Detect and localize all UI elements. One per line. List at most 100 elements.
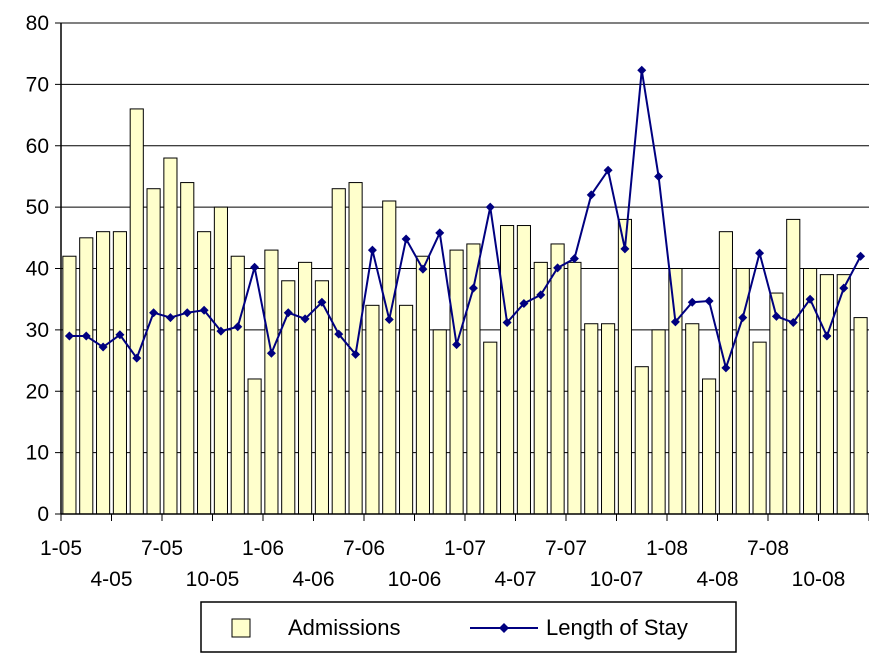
- admissions-bar: [668, 268, 683, 515]
- length-of-stay-point: [266, 348, 276, 358]
- plot-area: [61, 22, 869, 515]
- length-of-stay-point: [300, 314, 310, 324]
- length-of-stay-point: [755, 248, 765, 258]
- admissions-bar: [79, 237, 94, 515]
- admissions-bar: [516, 225, 531, 515]
- admissions-bar: [617, 218, 632, 515]
- length-of-stay-point: [738, 313, 748, 323]
- admissions-bar: [786, 218, 801, 515]
- admissions-bar: [365, 304, 380, 515]
- admissions-bar: [483, 341, 498, 515]
- x-tick-label: 10-06: [388, 568, 442, 591]
- x-tick-label: 7-07: [545, 537, 587, 560]
- x-tick-label: 1-05: [40, 537, 82, 560]
- y-tick-label: 80: [26, 12, 49, 35]
- x-tick-label: 1-08: [646, 537, 688, 560]
- length-of-stay-point: [452, 340, 462, 350]
- admissions-bar: [634, 366, 649, 515]
- x-tick-label: 7-05: [141, 537, 183, 560]
- length-of-stay-point: [586, 190, 596, 200]
- admissions-bar: [298, 261, 313, 515]
- y-axis: 0 10 20 30 40 50 60 70 80: [26, 12, 62, 526]
- length-of-stay-point: [233, 322, 243, 332]
- admissions-bar: [247, 378, 262, 515]
- admissions-bar: [230, 255, 245, 515]
- length-of-stay-point: [401, 234, 411, 244]
- length-of-stay-point: [149, 308, 159, 318]
- length-of-stay-point: [182, 308, 192, 318]
- x-tick-label: 4-06: [292, 568, 334, 591]
- x-tick-label: 4-05: [90, 568, 132, 591]
- x-tick-label: 1-07: [444, 537, 486, 560]
- x-tick-label: 7-08: [747, 537, 789, 560]
- length-of-stay-point: [536, 290, 546, 300]
- length-of-stay-point: [351, 349, 361, 359]
- length-of-stay-point: [687, 297, 697, 307]
- y-tick-label: 10: [26, 442, 49, 465]
- legend-admissions-label: Admissions: [288, 615, 400, 640]
- admissions-bar: [769, 292, 784, 515]
- admissions-bar: [399, 304, 414, 515]
- admissions-bar: [415, 255, 430, 515]
- admissions-bar: [567, 261, 582, 515]
- length-of-stay-point: [435, 228, 445, 238]
- admissions-bar: [853, 317, 868, 515]
- length-of-stay-point: [502, 318, 512, 328]
- length-of-stay-point: [771, 311, 781, 321]
- length-of-stay-point: [569, 254, 579, 264]
- y-tick-label: 20: [26, 380, 49, 403]
- length-of-stay-point: [199, 305, 209, 315]
- length-of-stay-point: [637, 65, 647, 75]
- admissions-bar: [197, 231, 212, 515]
- admissions-bar: [62, 255, 77, 515]
- admissions-bar: [601, 323, 616, 515]
- admissions-bar: [129, 108, 144, 515]
- length-of-stay-point: [721, 363, 731, 373]
- y-tick-label: 40: [26, 258, 49, 281]
- length-of-stay-point: [468, 283, 478, 293]
- admissions-bar: [685, 323, 700, 515]
- length-of-stay-point: [317, 297, 327, 307]
- legend-admissions-swatch: [231, 618, 251, 638]
- admissions-bar: [836, 274, 851, 515]
- length-of-stay-point: [283, 308, 293, 318]
- x-tick-label: 4-07: [494, 568, 536, 591]
- admissions-bar: [702, 378, 717, 515]
- x-tick-label: 10-05: [186, 568, 240, 591]
- legend-box: [200, 601, 737, 653]
- admissions-bar: [314, 280, 329, 515]
- admissions-bar: [382, 200, 397, 515]
- legend-los-label: Length of Stay: [546, 615, 688, 640]
- admissions-bar: [819, 274, 834, 515]
- length-of-stay-point: [250, 262, 260, 272]
- length-of-stay-point: [64, 331, 74, 341]
- admissions-bar: [550, 243, 565, 515]
- length-of-stay-point: [805, 294, 815, 304]
- y-tick-label: 70: [26, 73, 49, 96]
- x-tick-label: 10-07: [590, 568, 644, 591]
- length-of-stay-point: [98, 342, 108, 352]
- admissions-bar: [449, 249, 464, 515]
- admissions-bar: [264, 249, 279, 515]
- length-of-stay-point: [216, 326, 226, 336]
- admissions-bar: [112, 231, 127, 515]
- y-tick-label: 0: [37, 503, 49, 526]
- length-of-stay-point: [334, 329, 344, 339]
- length-of-stay-point: [654, 171, 664, 181]
- length-of-stay-point: [704, 296, 714, 306]
- length-of-stay-point: [165, 313, 175, 323]
- legend: Admissions Length of Stay: [200, 601, 737, 653]
- x-tick-label: 7-06: [343, 537, 385, 560]
- length-of-stay-point: [603, 165, 613, 175]
- length-of-stay-point: [788, 318, 798, 328]
- length-of-stay-point: [856, 251, 866, 261]
- admissions-bar: [331, 188, 346, 515]
- length-of-stay-point: [553, 263, 563, 273]
- legend-los-marker: [499, 623, 509, 633]
- length-of-stay-point: [620, 244, 630, 254]
- y-tick-label: 60: [26, 135, 49, 158]
- x-tick-label: 4-08: [696, 568, 738, 591]
- admissions-bar: [651, 329, 666, 515]
- admissions-bar: [180, 182, 195, 515]
